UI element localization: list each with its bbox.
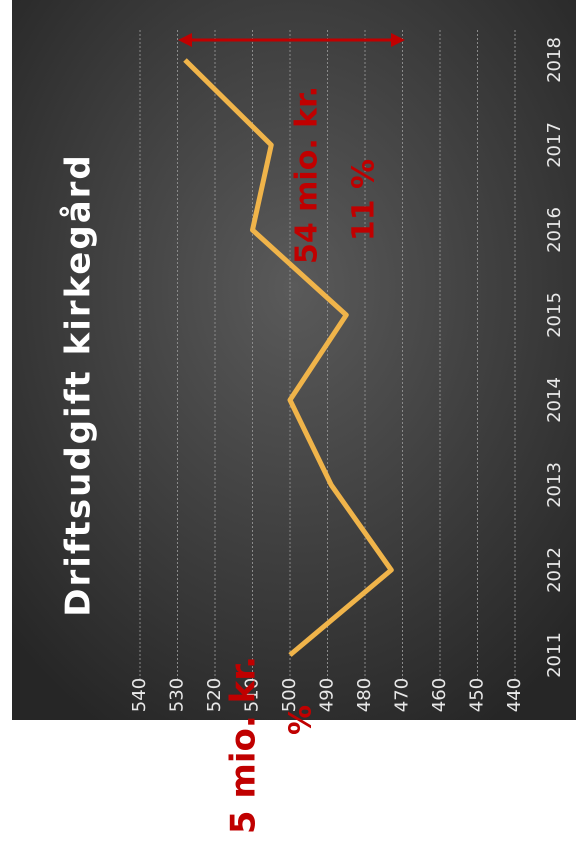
arrow-head <box>178 33 192 47</box>
arrow-head <box>391 33 405 47</box>
x-tick-label: 2013 <box>544 462 565 508</box>
x-tick-label: 2018 <box>544 37 565 83</box>
x-tick-label: 2015 <box>544 292 565 338</box>
data-line <box>183 58 394 657</box>
y-tick-label: 470 <box>392 678 413 712</box>
y-tick-label: 510 <box>242 678 263 712</box>
annotation: 54 mio. kr. <box>290 86 325 264</box>
background <box>12 0 576 720</box>
annotation: 11 % <box>347 159 382 241</box>
y-tick-label: 500 <box>279 678 300 712</box>
annotation: % <box>284 705 319 735</box>
x-tick-label: 2012 <box>544 547 565 593</box>
y-tick-label: 540 <box>129 678 150 712</box>
x-tick-label: 2011 <box>544 632 565 678</box>
y-tick-label: 530 <box>167 678 188 712</box>
x-tick-label: 2014 <box>544 377 565 423</box>
x-tick-label: 2016 <box>544 207 565 253</box>
y-tick-label: 440 <box>504 678 525 712</box>
y-tick-label: 450 <box>467 678 488 712</box>
y-tick-label: 460 <box>429 678 450 712</box>
x-tick-label: 2017 <box>544 122 565 168</box>
annotation: 5 mio. kr. <box>224 656 264 834</box>
y-tick-label: 480 <box>354 678 375 712</box>
y-tick-label: 490 <box>317 678 338 712</box>
y-tick-label: 520 <box>204 678 225 712</box>
chart-title: Driftsudgift kirkegård <box>59 153 99 617</box>
